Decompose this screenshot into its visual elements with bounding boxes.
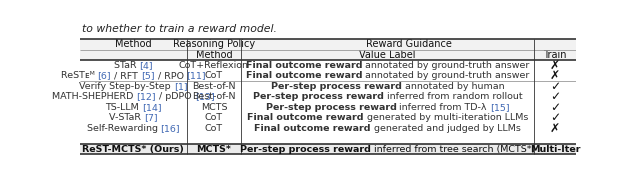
Text: to whether to train a reward model.: to whether to train a reward model. [83, 24, 278, 34]
Text: TS-LLM: TS-LLM [105, 103, 142, 112]
Text: V-STaR: V-STaR [109, 113, 144, 122]
Text: CoT: CoT [205, 71, 223, 80]
Text: [11]: [11] [186, 71, 206, 80]
Bar [80, 39, 576, 50]
Text: Per-step process reward: Per-step process reward [253, 92, 383, 101]
Text: annotated by ground-truth answer: annotated by ground-truth answer [362, 61, 529, 70]
Text: [14]: [14] [142, 103, 161, 112]
Text: Method: Method [115, 39, 152, 49]
Text: MCTS*: MCTS* [196, 145, 231, 154]
Text: ✗: ✗ [550, 69, 560, 82]
Text: [15]: [15] [490, 103, 509, 112]
Text: Per-step process reward: Per-step process reward [266, 103, 396, 112]
Text: ✓: ✓ [550, 90, 560, 103]
Text: inferred from TD-λ: inferred from TD-λ [396, 103, 490, 112]
Text: MATH-SHEPHERD: MATH-SHEPHERD [52, 92, 136, 101]
Text: ReST-MCTS* (Ours): ReST-MCTS* (Ours) [83, 145, 184, 154]
Text: Self-Rewarding: Self-Rewarding [86, 124, 161, 133]
Text: CoT+Reflexion: CoT+Reflexion [179, 61, 249, 70]
Text: generated by multi-iteration LLMs: generated by multi-iteration LLMs [364, 113, 528, 122]
Text: Final outcome reward: Final outcome reward [246, 71, 362, 80]
Text: ReSTᴇᴹ: ReSTᴇᴹ [61, 71, 97, 80]
Text: / RFT: / RFT [111, 71, 141, 80]
Text: Reasoning Policy: Reasoning Policy [173, 39, 255, 49]
Text: ✓: ✓ [550, 80, 560, 93]
Text: annotated by ground-truth answer: annotated by ground-truth answer [362, 71, 529, 80]
Text: Per-step process reward: Per-step process reward [240, 145, 371, 154]
Text: CoT: CoT [205, 113, 223, 122]
Text: [12]: [12] [136, 92, 156, 101]
Text: Reward Guidance: Reward Guidance [365, 39, 452, 49]
Text: / RPO: / RPO [154, 71, 186, 80]
Text: [1]: [1] [174, 82, 188, 91]
Text: inferred from tree search (MCTS*): inferred from tree search (MCTS*) [371, 145, 535, 154]
Text: [5]: [5] [141, 71, 154, 80]
Text: / pDPO: / pDPO [156, 92, 195, 101]
Text: MCTS: MCTS [201, 103, 227, 112]
Text: CoT: CoT [205, 124, 223, 133]
Text: generated and judged by LLMs: generated and judged by LLMs [371, 124, 521, 133]
Text: Final outcome reward: Final outcome reward [247, 113, 364, 122]
Text: [7]: [7] [144, 113, 157, 122]
Text: [6]: [6] [97, 71, 111, 80]
Text: ✗: ✗ [550, 122, 560, 135]
Bar [80, 50, 576, 60]
Bar [80, 144, 576, 154]
Text: Best-of-N: Best-of-N [192, 82, 236, 91]
Text: ✓: ✓ [550, 101, 560, 114]
Text: Final outcome reward: Final outcome reward [246, 61, 362, 70]
Text: [4]: [4] [140, 61, 153, 70]
Text: ✓: ✓ [550, 111, 560, 124]
Text: [13]: [13] [195, 92, 214, 101]
Text: Multi-Iter: Multi-Iter [530, 145, 580, 154]
Text: ✗: ✗ [550, 59, 560, 72]
Text: Verify Step-by-Step: Verify Step-by-Step [79, 82, 174, 91]
Text: Train: Train [543, 50, 566, 60]
Text: Final outcome reward: Final outcome reward [254, 124, 371, 133]
Text: Best-of-N: Best-of-N [192, 92, 236, 101]
Text: annotated by human: annotated by human [402, 82, 504, 91]
Text: Per-step process reward: Per-step process reward [271, 82, 402, 91]
Text: STaR: STaR [114, 61, 140, 70]
Text: Value Label: Value Label [359, 50, 416, 60]
Text: inferred from random rollout: inferred from random rollout [383, 92, 522, 101]
Text: Method: Method [196, 50, 232, 60]
Text: [16]: [16] [161, 124, 180, 133]
